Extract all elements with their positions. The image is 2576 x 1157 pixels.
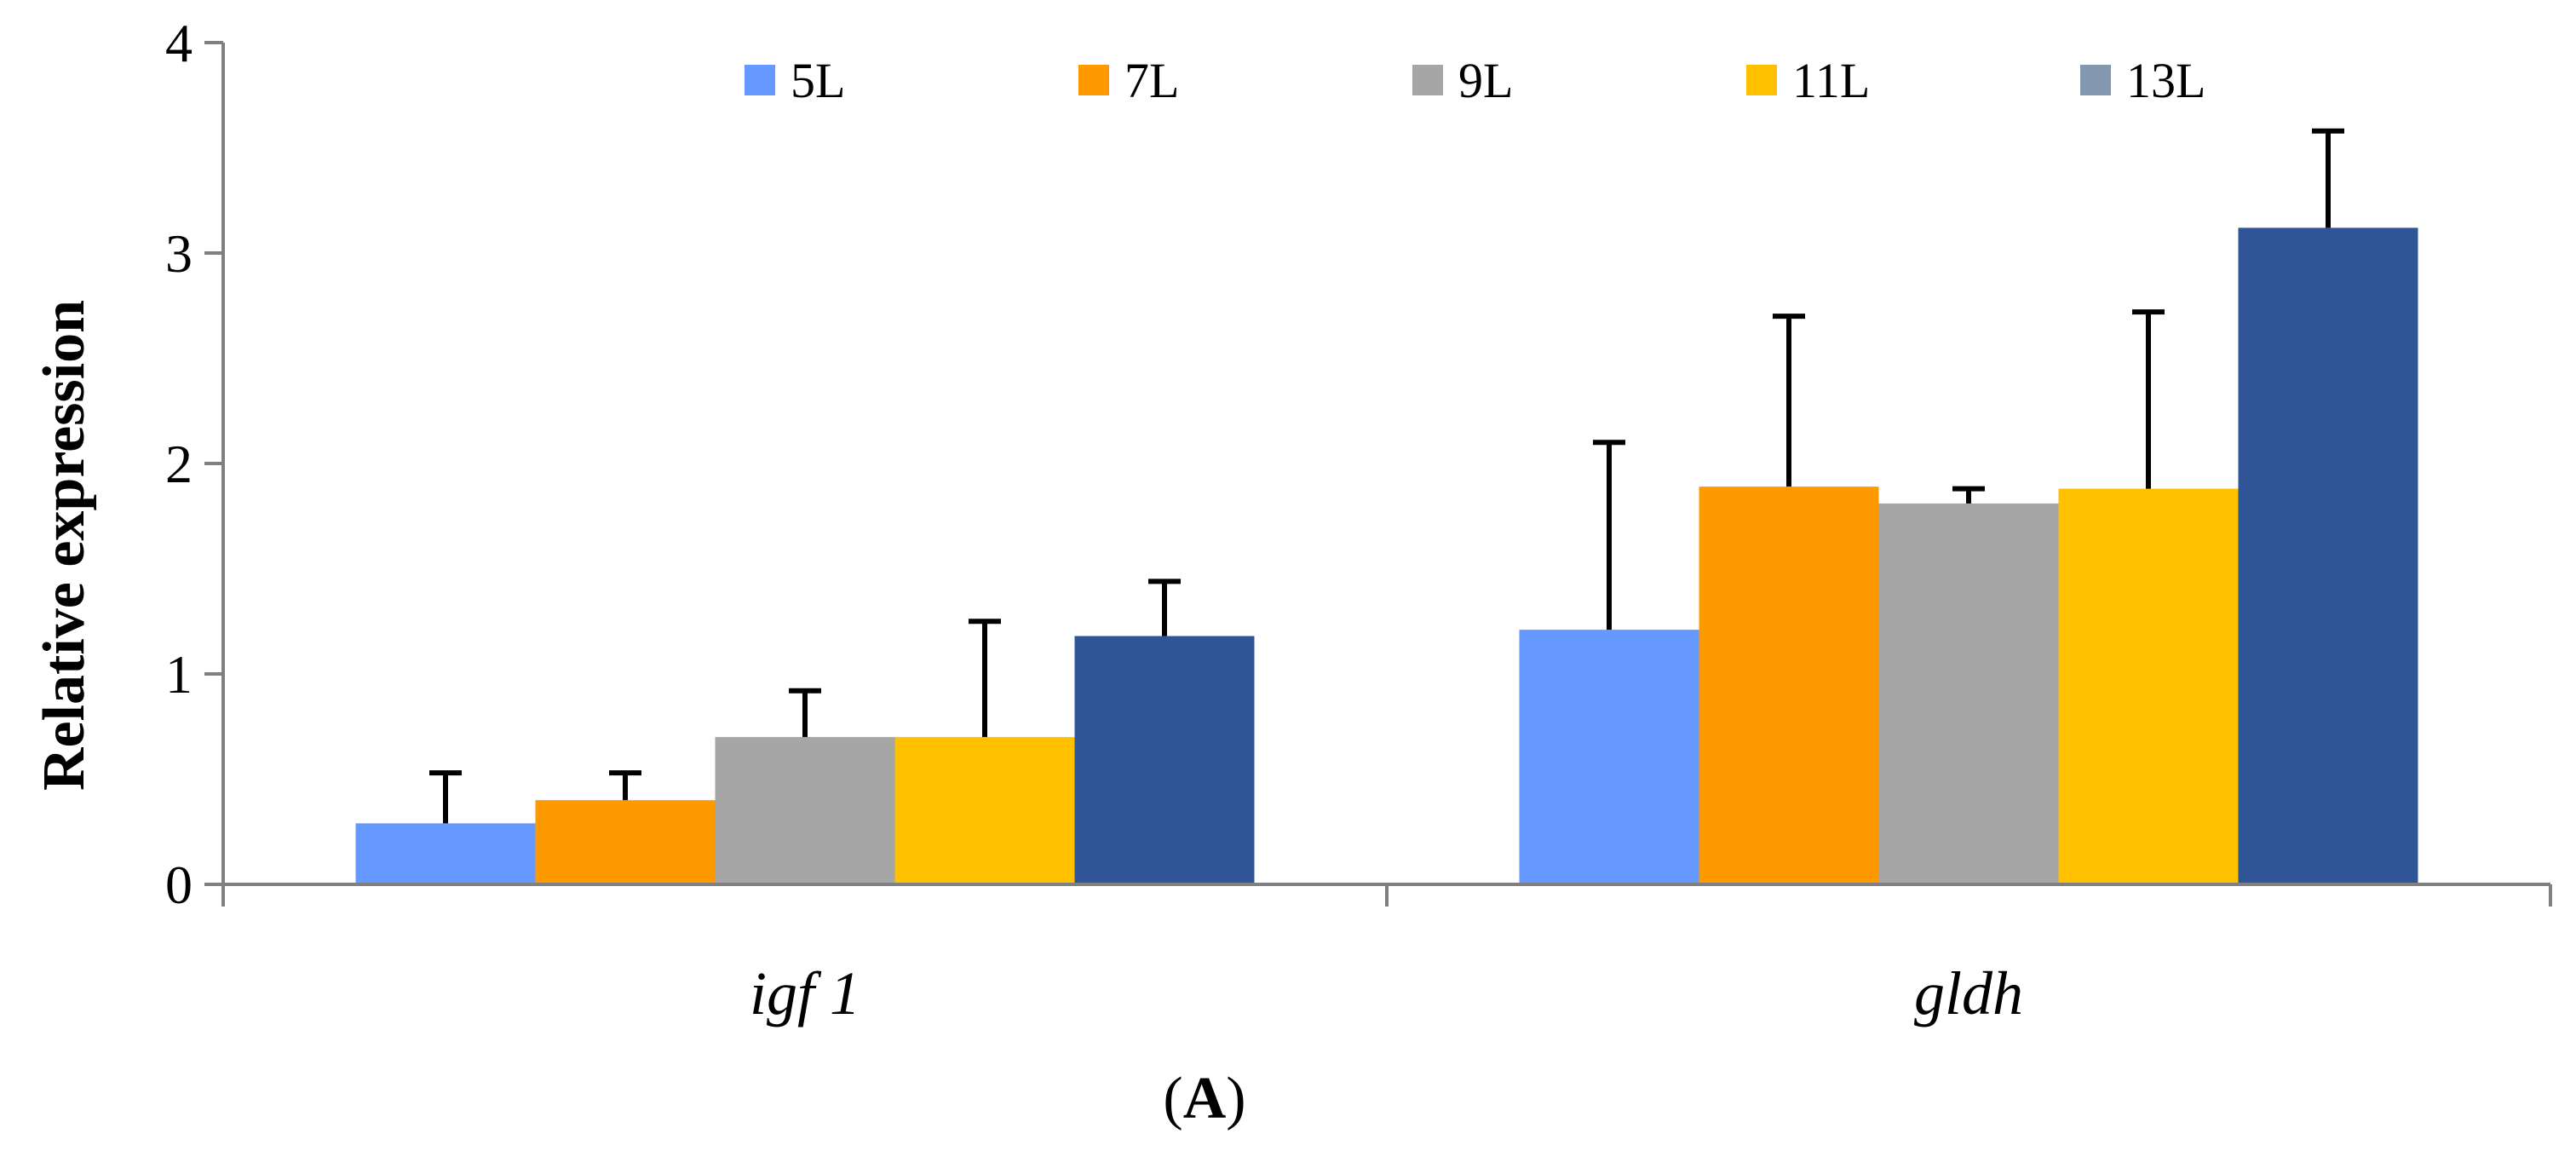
panel-caption: (A) (1163, 1066, 1245, 1131)
legend-swatch-13L (2080, 65, 2111, 95)
error-bar-5L-2 (1593, 440, 1625, 630)
bar-7L-2 (1699, 486, 1879, 884)
bar-5L-2 (1519, 630, 1699, 884)
y-tick-label-2: 2 (165, 434, 193, 494)
legend-label-13L: 13L (2126, 53, 2205, 108)
legend-label-11L: 11L (1792, 53, 1870, 108)
y-tick-label-1: 1 (165, 644, 193, 705)
error-bar-9L-1 (789, 688, 821, 738)
bar-13L-1 (1074, 636, 1255, 884)
error-bar-13L-2 (2312, 128, 2344, 228)
error-bar-11L-1 (969, 619, 1001, 738)
legend-swatch-7L (1078, 65, 1109, 95)
legend-swatch-5L (745, 65, 775, 95)
legend-label-9L: 9L (1458, 53, 1513, 108)
x-category-label-1: igf 1 (750, 959, 860, 1027)
error-bar-11L-2 (2132, 309, 2165, 489)
error-bar-7L-1 (609, 770, 641, 801)
error-bar-13L-1 (1148, 578, 1181, 636)
error-bar-9L-2 (1952, 486, 1985, 504)
y-tick-label-0: 0 (165, 855, 193, 915)
bar-11L-2 (2058, 488, 2239, 884)
axes (221, 43, 2552, 907)
legend-swatch-9L (1412, 65, 1443, 95)
x-axis-labels: igf 1 gldh (750, 959, 2023, 1027)
bar-11L-1 (894, 737, 1075, 884)
x-category-label-2: gldh (1914, 959, 2023, 1027)
y-tick-label-3: 3 (165, 223, 193, 284)
legend-label-5L: 5L (791, 53, 845, 108)
error-bar-5L-1 (429, 770, 462, 824)
y-tick-label-4: 4 (165, 13, 193, 73)
bars-group (355, 128, 2418, 884)
legend-label-7L: 7L (1124, 53, 1179, 108)
bar-13L-2 (2238, 227, 2418, 884)
bar-9L-1 (715, 737, 895, 884)
y-axis-ticks: 0 1 2 3 4 (165, 13, 223, 915)
error-bar-7L-2 (1773, 314, 1805, 487)
bar-9L-2 (1878, 503, 2059, 884)
bar-7L-1 (535, 800, 716, 884)
y-axis-label: Relative expression (32, 300, 97, 791)
legend: 5L 7L 9L 11L 13L (745, 53, 2205, 108)
bar-5L-1 (355, 823, 536, 884)
legend-swatch-11L (1746, 65, 1777, 95)
